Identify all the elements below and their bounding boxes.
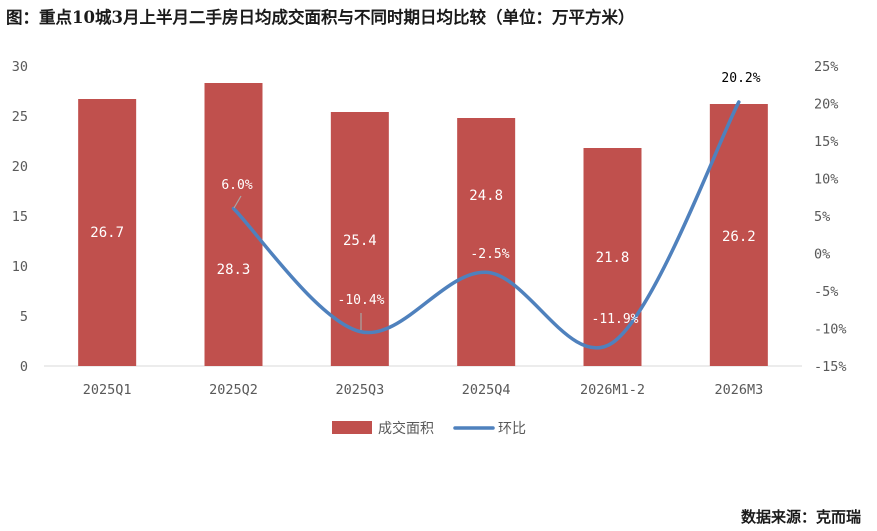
line-series-huanbi bbox=[231, 100, 741, 350]
x-tick-label: 2025Q2 bbox=[209, 382, 258, 398]
bar bbox=[204, 83, 263, 366]
source-note: 数据来源：克而瑞 bbox=[740, 508, 861, 526]
y-left-tick-label: 30 bbox=[12, 59, 28, 75]
bar-value-label: 25.4 bbox=[343, 233, 377, 249]
y-left-tick-label: 25 bbox=[12, 109, 28, 125]
y-right-tick-label: -5% bbox=[814, 284, 838, 300]
x-tick-label: 2025Q4 bbox=[462, 382, 511, 398]
x-tick-label: 2026M3 bbox=[714, 382, 763, 398]
line-value-label: -11.9% bbox=[592, 312, 639, 327]
bar bbox=[457, 118, 516, 366]
y-left-tick-label: 15 bbox=[12, 209, 28, 225]
y-left-tick-label: 10 bbox=[12, 259, 28, 275]
bar bbox=[583, 148, 642, 366]
y-right-tick-label: 25% bbox=[814, 59, 838, 75]
y-right-tick-label: 5% bbox=[814, 209, 830, 225]
legend-label-line: 环比 bbox=[498, 421, 526, 437]
bar-value-label: 28.3 bbox=[217, 262, 251, 278]
bar bbox=[78, 99, 137, 366]
leader-line bbox=[233, 195, 242, 209]
y-right-tick-label: -15% bbox=[814, 359, 847, 375]
x-tick-label: 2025Q3 bbox=[335, 382, 384, 398]
line-value-label: -2.5% bbox=[470, 247, 509, 262]
bar-value-label: 24.8 bbox=[469, 188, 503, 204]
y-right-tick-label: 10% bbox=[814, 172, 838, 188]
bar-value-label: 21.8 bbox=[596, 250, 630, 266]
y-left-tick-label: 0 bbox=[20, 359, 28, 375]
line-value-label: 20.2% bbox=[721, 71, 760, 86]
line-value-label: -10.4% bbox=[338, 293, 385, 308]
x-tick-label: 2026M1-2 bbox=[580, 382, 645, 398]
y-left-tick-label: 20 bbox=[12, 159, 28, 175]
x-tick-label: 2025Q1 bbox=[83, 382, 132, 398]
legend-swatch-bar bbox=[332, 421, 372, 434]
chart-title: 图：重点10城3月上半月二手房日均成交面积与不同时期日均比较（单位：万平方米） bbox=[6, 8, 635, 27]
y-right-tick-label: 20% bbox=[814, 97, 838, 113]
y-right-tick-label: -10% bbox=[814, 322, 847, 338]
line-value-label: 6.0% bbox=[221, 178, 252, 193]
y-right-tick-label: 15% bbox=[814, 134, 838, 150]
bar-value-label: 26.2 bbox=[722, 229, 756, 245]
bar-value-label: 26.7 bbox=[90, 225, 124, 241]
y-right-tick-label: 0% bbox=[814, 247, 830, 263]
y-left-tick-label: 5 bbox=[20, 309, 28, 325]
legend-label-bar: 成交面积 bbox=[378, 420, 434, 437]
